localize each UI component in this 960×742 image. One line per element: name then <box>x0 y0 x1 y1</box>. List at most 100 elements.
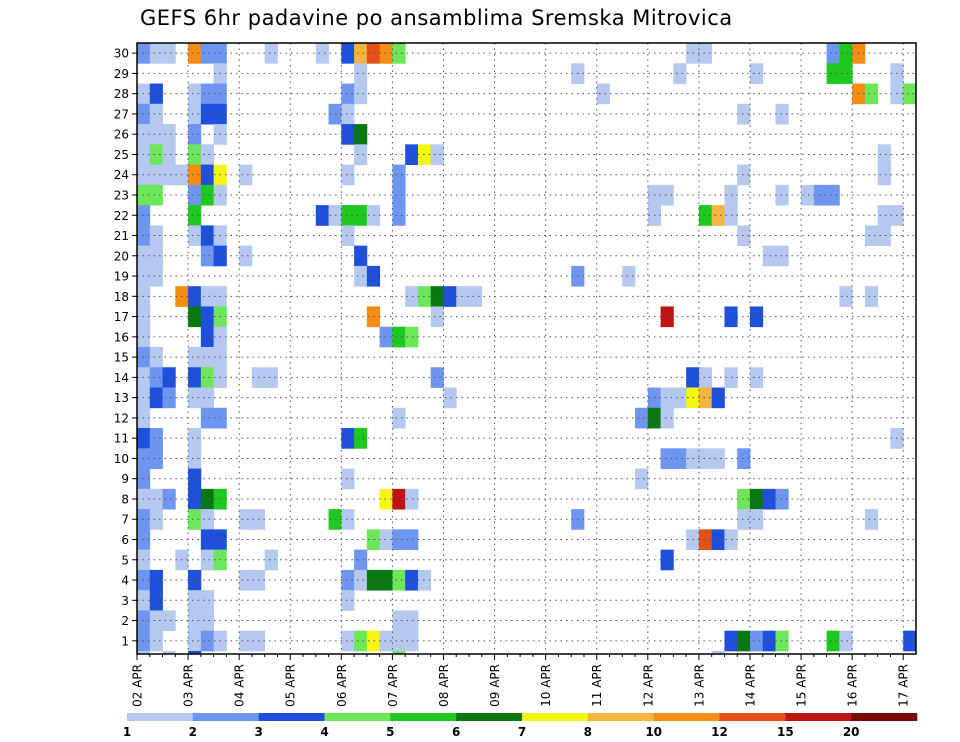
heatmap-cell <box>200 509 215 530</box>
heatmap-cell <box>737 448 751 469</box>
heatmap-cell <box>673 387 687 409</box>
heatmap-cell <box>188 286 202 307</box>
heatmap-cell <box>162 124 176 145</box>
heatmap-cell <box>392 407 406 429</box>
y-tick-label: 14 <box>114 371 129 385</box>
y-tick-label: 7 <box>121 513 129 527</box>
heatmap-cell <box>392 326 406 348</box>
heatmap-cell <box>737 488 751 510</box>
heatmap-cell <box>188 205 202 226</box>
heatmap-cell <box>188 346 202 368</box>
heatmap-cell <box>200 346 215 368</box>
heatmap-cell <box>354 245 368 267</box>
heatmap-cell <box>392 164 406 186</box>
y-tick-label: 16 <box>114 330 129 344</box>
heatmap-cell <box>749 367 764 388</box>
heatmap-cell <box>341 569 355 591</box>
heatmap-cell <box>188 569 202 591</box>
heatmap-cell <box>443 286 457 307</box>
colorbar-swatch <box>192 713 259 721</box>
colorbar-label: 7 <box>518 725 526 739</box>
heatmap-cell <box>379 43 393 64</box>
heatmap-cell <box>749 306 764 328</box>
heatmap-cell <box>864 509 879 530</box>
y-tick-label: 22 <box>114 209 129 223</box>
y-tick-label: 8 <box>121 492 129 506</box>
heatmap-cell <box>149 164 163 186</box>
heatmap-cell <box>188 225 202 247</box>
heatmap-cell <box>341 124 355 145</box>
heatmap-cell <box>149 225 163 247</box>
heatmap-cell <box>200 306 215 328</box>
heatmap-cell <box>162 367 176 388</box>
colorbar-label: 15 <box>777 725 794 739</box>
heatmap-cell <box>354 83 368 105</box>
heatmap-cell <box>188 164 202 186</box>
heatmap-cell <box>405 529 419 551</box>
heatmap-cell <box>188 43 202 64</box>
heatmap-cell <box>392 569 406 591</box>
heatmap-cell <box>188 103 202 125</box>
heatmap-cell <box>354 569 368 591</box>
heatmap-cell <box>405 326 419 348</box>
colorbar-label: 2 <box>189 725 197 739</box>
colorbar-swatch <box>390 713 457 721</box>
heatmap-cell <box>392 529 406 551</box>
heatmap-cell <box>149 509 163 530</box>
heatmap-cell <box>864 286 879 307</box>
heatmap-cell <box>162 43 176 64</box>
heatmap-cell <box>149 265 163 287</box>
heatmap-cell <box>737 103 751 125</box>
heatmap-cell <box>354 428 368 449</box>
heatmap-cell <box>200 367 215 388</box>
heatmap-cell <box>200 407 215 429</box>
heatmap-cell <box>379 569 393 591</box>
heatmap-cell <box>188 509 202 530</box>
heatmap-cell <box>341 630 355 652</box>
heatmap-cell <box>430 144 444 165</box>
y-tick-label: 2 <box>121 614 129 628</box>
heatmap-cell <box>417 286 432 307</box>
y-tick-label: 9 <box>121 472 129 486</box>
colorbar-swatch <box>587 713 654 721</box>
heatmap-cell <box>392 205 406 226</box>
y-tick-label: 27 <box>114 107 129 121</box>
heatmap-cell <box>200 549 215 571</box>
heatmap-cell <box>379 326 393 348</box>
heatmap-cell <box>239 509 253 530</box>
x-tick-label: 02 APR <box>131 664 145 707</box>
heatmap-cell <box>737 225 751 247</box>
heatmap-cell <box>188 367 202 388</box>
heatmap-cell <box>354 124 368 145</box>
y-tick-label: 13 <box>114 391 129 405</box>
heatmap-cell <box>200 144 215 165</box>
heatmap-cell <box>775 103 789 125</box>
heatmap-cell <box>775 245 789 267</box>
heatmap-cell <box>711 387 725 409</box>
heatmap-cell <box>877 205 891 226</box>
heatmap-cell <box>839 286 853 307</box>
heatmap-cell <box>354 144 368 165</box>
heatmap-cell <box>188 488 202 510</box>
heatmap-cell <box>366 529 381 551</box>
heatmap-cell <box>698 529 713 551</box>
heatmap-cell <box>188 630 202 652</box>
heatmap-cell <box>749 509 764 530</box>
heatmap-cell <box>341 83 355 105</box>
heatmap-cell <box>430 306 444 328</box>
heatmap-cell <box>660 448 674 469</box>
x-tick-label: 05 APR <box>284 664 298 707</box>
heatmap-cell <box>877 164 891 186</box>
x-tick-label: 14 APR <box>743 664 757 707</box>
heatmap-cell <box>188 184 202 206</box>
heatmap-cell <box>698 387 713 409</box>
colorbar: 1 2 3 4 5 6 7 8 10 12 15 20 <box>123 713 918 739</box>
heatmap-cell <box>315 205 329 226</box>
heatmap-cell <box>877 144 891 165</box>
heatmap-cell <box>341 468 355 490</box>
heatmap-cell <box>354 630 368 652</box>
heatmap-cell <box>149 43 163 64</box>
heatmap-cell <box>801 184 815 206</box>
y-tick-label: 3 <box>121 594 129 608</box>
plot-frame <box>136 42 917 655</box>
